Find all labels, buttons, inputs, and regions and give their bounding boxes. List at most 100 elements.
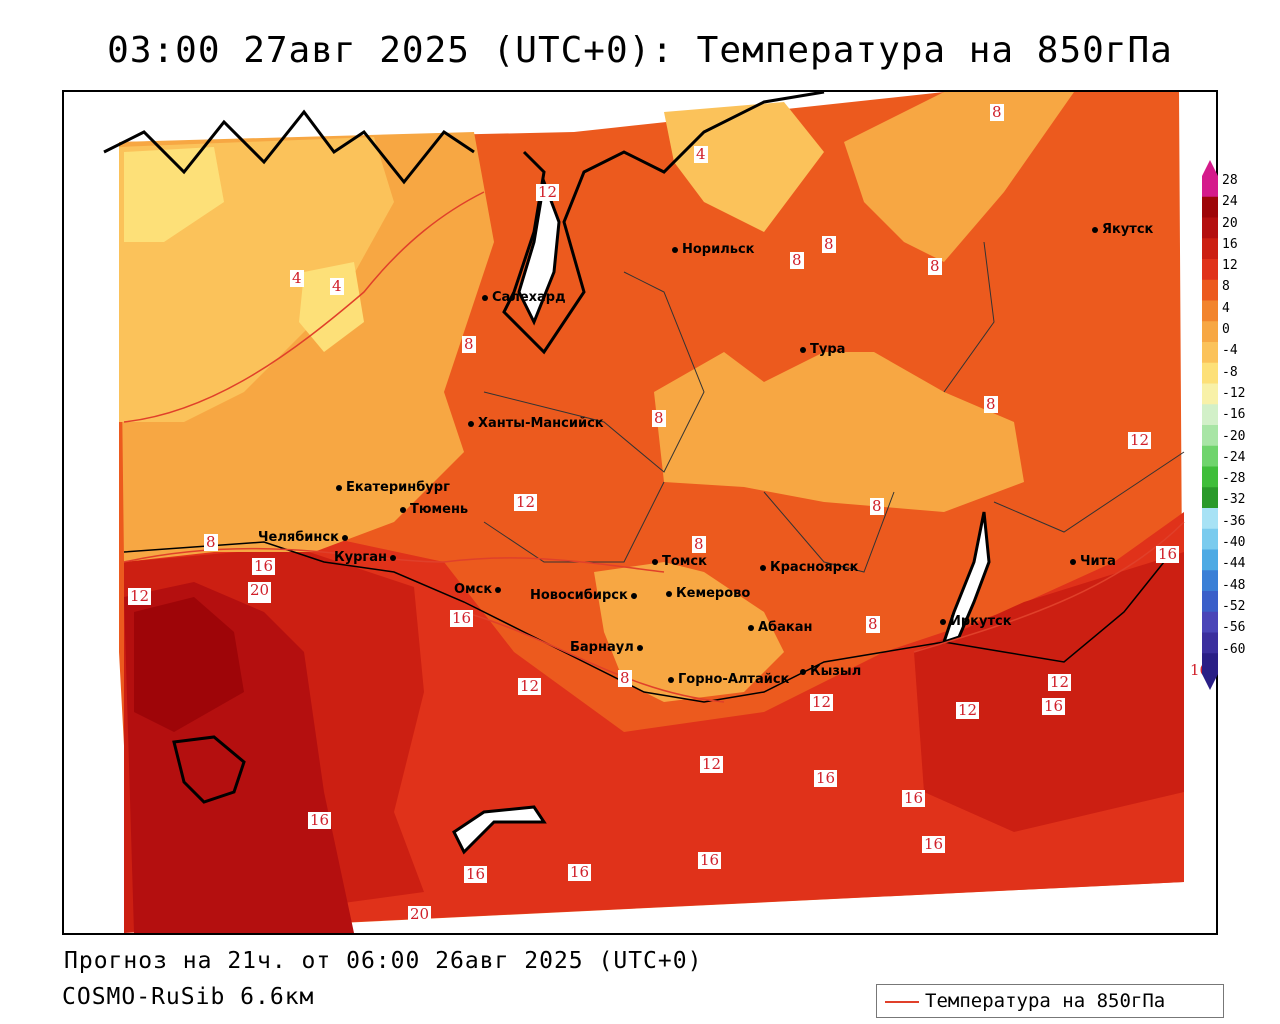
contour-label: 4 xyxy=(290,269,304,287)
contour-label: 4 xyxy=(330,277,344,295)
city-dot-icon xyxy=(636,644,643,651)
city-omsk: Омск xyxy=(454,582,505,597)
contour-label: 20 xyxy=(248,581,272,599)
city-dot-icon xyxy=(336,484,342,491)
city-irkutsk: Иркутск xyxy=(940,614,1012,629)
city-dot-icon xyxy=(341,534,348,541)
colorbar-tick-label: -28 xyxy=(1222,471,1246,487)
contour-label: 8 xyxy=(822,235,836,253)
colorbar-segment xyxy=(1202,508,1218,530)
colorbar-segment xyxy=(1202,383,1218,405)
contour-label: 12 xyxy=(956,701,980,719)
colorbar-segment xyxy=(1202,259,1218,281)
contour-label: 12 xyxy=(810,693,834,711)
city-dot-icon xyxy=(400,506,406,513)
colorbar-segment xyxy=(1202,466,1218,488)
colorbar-segment xyxy=(1202,653,1218,675)
colorbar-segment xyxy=(1202,404,1218,426)
colorbar-segment xyxy=(1202,238,1218,260)
colorbar-segment xyxy=(1202,342,1218,364)
colorbar-tick-label: 28 xyxy=(1222,173,1238,188)
zone-0-west xyxy=(299,262,364,352)
colorbar-segment xyxy=(1202,487,1218,509)
colorbar-tick-label: 8 xyxy=(1222,279,1230,295)
zone-16c xyxy=(914,552,1184,832)
zone-24 xyxy=(134,597,244,732)
zone-8-altai xyxy=(594,562,784,702)
colorbar-segment xyxy=(1202,632,1218,654)
legend-line-icon xyxy=(885,1001,919,1003)
colorbar-segment xyxy=(1202,217,1218,239)
balkhash xyxy=(452,805,547,855)
aral xyxy=(172,735,246,804)
colorbar-tick-label: -4 xyxy=(1222,343,1238,359)
contour-label: 12 xyxy=(1048,673,1072,691)
contour-label: 8 xyxy=(984,395,998,413)
city-dot-icon xyxy=(1092,226,1098,233)
colorbar-tick-label: -16 xyxy=(1222,407,1246,423)
city-salekhard: Салехард xyxy=(482,290,566,305)
colorbar-tick-label: -32 xyxy=(1222,492,1246,508)
colorbar-segment xyxy=(1202,445,1218,467)
city-chita: Чита xyxy=(1070,554,1116,569)
contour-label: 12 xyxy=(1128,431,1152,449)
zone-0-west2 xyxy=(124,147,224,242)
map-title: 03:00 27авг 2025 (UTC+0): Температура на… xyxy=(107,30,1173,71)
colorbar-tick-label: -52 xyxy=(1222,598,1246,614)
colorbar-tick-label: 16 xyxy=(1222,236,1238,252)
city-dot-icon xyxy=(748,624,754,631)
city-novosibirsk: Новосибирск xyxy=(530,588,641,603)
city-dot-icon xyxy=(800,346,806,353)
contour-label: 8 xyxy=(990,103,1004,121)
contour-label: 20 xyxy=(408,905,432,923)
city-dot-icon xyxy=(668,676,674,683)
contour-label: 16 xyxy=(568,863,592,881)
map-canvas xyxy=(103,92,1185,933)
contour-label: 16 xyxy=(902,789,926,807)
zone-8-north-right xyxy=(844,92,1074,262)
colorbar-tick-label: -12 xyxy=(1222,385,1246,401)
zone-4-north xyxy=(664,102,824,232)
contour-label: 12 xyxy=(700,755,724,773)
colorbar-tick-label: 12 xyxy=(1222,258,1238,274)
colorbar-tick-label: 20 xyxy=(1222,215,1238,231)
temperature-map: Норильск Якутск Салехард Тура Ханты-Манс… xyxy=(62,90,1218,935)
city-dot-icon xyxy=(482,294,488,301)
city-krasnoyarsk: Красноярск xyxy=(760,560,859,575)
contour-label: 16 xyxy=(1042,697,1066,715)
model-name: COSMO-RuSib 6.6км xyxy=(62,984,315,1010)
contour-label: 4 xyxy=(694,145,708,163)
colorbar-tick-label: -48 xyxy=(1222,577,1246,593)
city-chelyabinsk: Челябинск xyxy=(258,530,352,545)
contour-label: 16 xyxy=(450,609,474,627)
city-abakan: Абакан xyxy=(748,620,813,635)
contour-label: 16 xyxy=(464,865,488,883)
city-dot-icon xyxy=(940,618,946,625)
city-dot-icon xyxy=(495,586,502,593)
city-kemerovo: Кемерово xyxy=(666,586,750,601)
colorbar-tick-label: 0 xyxy=(1222,322,1230,338)
colorbar-labels: 28 24 20 16 12 8 4 0 -4 -8 -12 -16 -20 -24 -28 -32 -36 -4… xyxy=(1222,170,1245,660)
contour-label: 8 xyxy=(866,615,880,633)
contour-label: 8 xyxy=(652,409,666,427)
colorbar-segment xyxy=(1202,362,1218,384)
city-yekaterinburg: Екатеринбург xyxy=(336,480,450,495)
colorbar-bottom-arrow-icon xyxy=(1202,674,1218,690)
ob-gulf xyxy=(517,176,561,326)
zone-8-center xyxy=(654,352,1024,512)
contour-label: 12 xyxy=(128,587,152,605)
contour-label: 8 xyxy=(692,535,706,553)
city-barnaul: Барнаул xyxy=(570,640,647,655)
colorbar-segment xyxy=(1202,300,1218,322)
colorbar-segment xyxy=(1202,279,1218,301)
colorbar-tick-label: -8 xyxy=(1222,364,1238,380)
contour-label: 8 xyxy=(870,497,884,515)
colorbar-tick-label: 24 xyxy=(1222,194,1238,210)
city-dot-icon xyxy=(630,592,637,599)
colorbar-segment xyxy=(1202,591,1218,613)
colorbar-tick-label: -36 xyxy=(1222,513,1246,529)
contour-label: 8 xyxy=(462,335,476,353)
colorbar-tick-label: -44 xyxy=(1222,556,1246,572)
colorbar-segment xyxy=(1202,196,1218,218)
contour-label: 16 xyxy=(922,835,946,853)
